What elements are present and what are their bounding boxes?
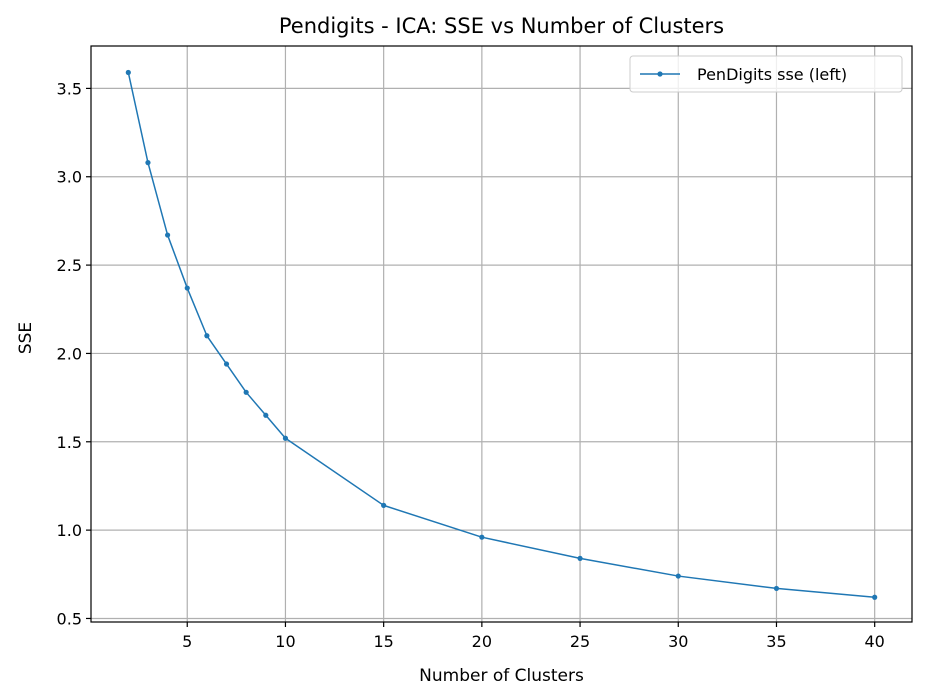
data-point xyxy=(263,412,269,418)
x-tick-label: 30 xyxy=(668,632,688,651)
data-point xyxy=(184,285,190,291)
x-tick-label: 20 xyxy=(472,632,492,651)
data-point xyxy=(381,502,387,508)
data-point xyxy=(479,534,485,540)
data-point xyxy=(773,585,780,592)
y-tick-label: 2.0 xyxy=(57,344,82,363)
legend-label: PenDigits sse (left) xyxy=(697,65,847,84)
y-tick-label: 3.0 xyxy=(57,168,82,187)
data-point xyxy=(243,389,249,395)
legend-marker-sample xyxy=(657,71,663,77)
ticks: 5 10 15 20 25 30 35 40 0.5 1.0 1.5 2.0 2.5 3.0 3.5 xyxy=(57,79,885,651)
data-point xyxy=(577,555,583,561)
y-tick-label: 1.0 xyxy=(57,521,82,540)
y-tick-label: 3.5 xyxy=(57,79,82,98)
y-tick-label: 2.5 xyxy=(57,256,82,275)
x-tick-label: 40 xyxy=(865,632,885,651)
data-point xyxy=(223,361,230,367)
data-point xyxy=(145,160,151,166)
legend-box xyxy=(629,55,903,93)
plot-frame xyxy=(90,45,913,623)
data-point xyxy=(165,232,171,238)
data-point xyxy=(125,69,131,76)
series-layer xyxy=(125,69,878,600)
x-tick-label: 5 xyxy=(182,632,192,651)
y-tick-label: 1.5 xyxy=(57,433,82,452)
data-point xyxy=(204,333,210,339)
x-tick-label: 35 xyxy=(766,632,786,651)
data-point xyxy=(282,435,289,441)
chart-title: Pendigits - ICA: SSE vs Number of Cluste… xyxy=(279,14,724,38)
data-point xyxy=(872,594,878,600)
y-tick-label: 0.5 xyxy=(57,609,82,628)
data-point xyxy=(675,573,681,579)
x-tick-label: 10 xyxy=(275,632,295,651)
x-axis-label: Number of Clusters xyxy=(419,666,584,686)
legend: PenDigits sse (left) xyxy=(629,55,903,93)
x-tick-label: 25 xyxy=(570,632,590,651)
grid xyxy=(91,46,912,622)
x-tick-label: 15 xyxy=(373,632,393,651)
y-axis-label: SSE xyxy=(16,322,36,354)
